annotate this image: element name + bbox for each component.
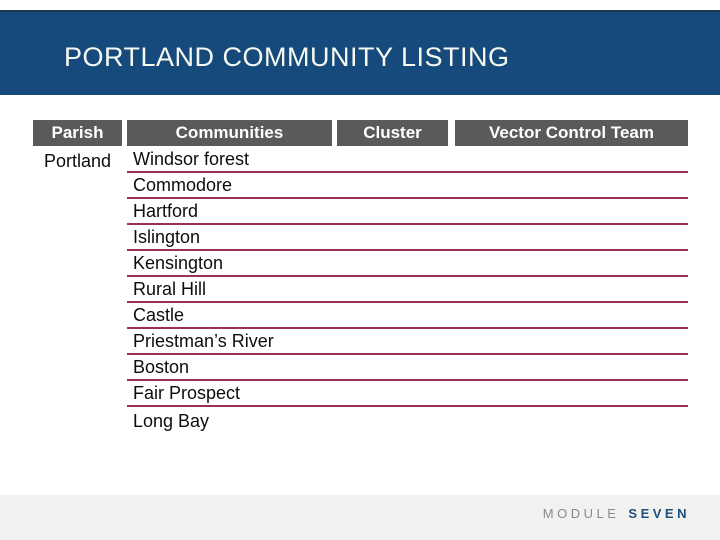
community-row: Islington: [127, 225, 688, 251]
community-row: Kensington: [127, 251, 688, 277]
community-row: Priestman’s River: [127, 329, 688, 355]
footer-bar: MODULE SEVEN: [0, 495, 720, 540]
community-row: Fair Prospect: [127, 381, 688, 407]
community-name: Commodore: [133, 174, 233, 195]
community-row: Boston: [127, 355, 688, 381]
community-name: Boston: [133, 356, 190, 377]
community-row: Castle: [127, 303, 688, 329]
slide-title: PORTLAND COMMUNITY LISTING: [64, 42, 510, 72]
community-row: Commodore: [127, 173, 688, 199]
community-name: Rural Hill: [133, 278, 207, 299]
community-row: Rural Hill: [127, 277, 688, 303]
community-name: Islington: [133, 226, 201, 247]
community-name: Priestman’s River: [133, 330, 274, 351]
community-name: Hartford: [133, 200, 199, 221]
table-header-cluster: Cluster: [337, 120, 448, 146]
community-name: Kensington: [133, 252, 224, 273]
title-bar: PORTLAND COMMUNITY LISTING: [0, 10, 720, 95]
table-header-parish: Parish: [33, 120, 122, 146]
community-row: Hartford: [127, 199, 688, 225]
footer-module-value: SEVEN: [628, 506, 690, 521]
table-header-vector-control-team: Vector Control Team: [455, 120, 688, 146]
community-name: Fair Prospect: [133, 382, 241, 403]
community-row: Windsor forest: [127, 147, 688, 173]
parish-cell: Portland: [43, 150, 112, 171]
community-row: Long Bay: [127, 407, 688, 435]
community-name: Long Bay: [133, 410, 210, 431]
community-name: Castle: [133, 304, 185, 325]
community-name: Windsor forest: [133, 148, 250, 169]
footer-module-label: MODULE: [542, 506, 620, 521]
table-header-communities: Communities: [127, 120, 332, 146]
community-rows: Windsor forest Commodore Hartford Islington…: [127, 147, 688, 435]
